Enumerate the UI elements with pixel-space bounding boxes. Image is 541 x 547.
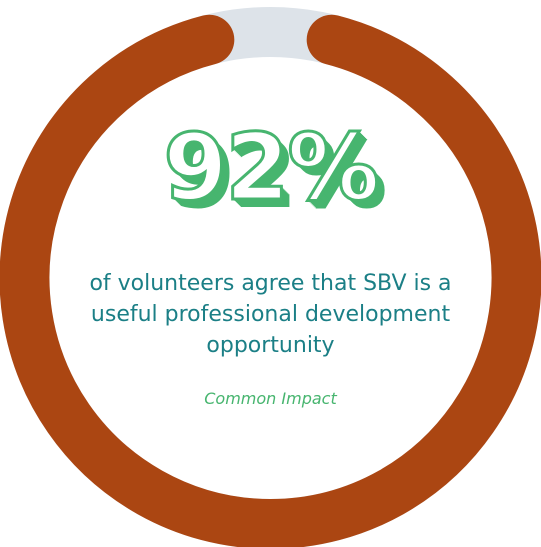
statistic-caption: of volunteers agree that SBV is a useful… (89, 271, 452, 358)
percentage-value: 92% (162, 114, 381, 221)
source-attribution: Common Impact (204, 389, 337, 408)
value-arc (0, 14, 541, 547)
